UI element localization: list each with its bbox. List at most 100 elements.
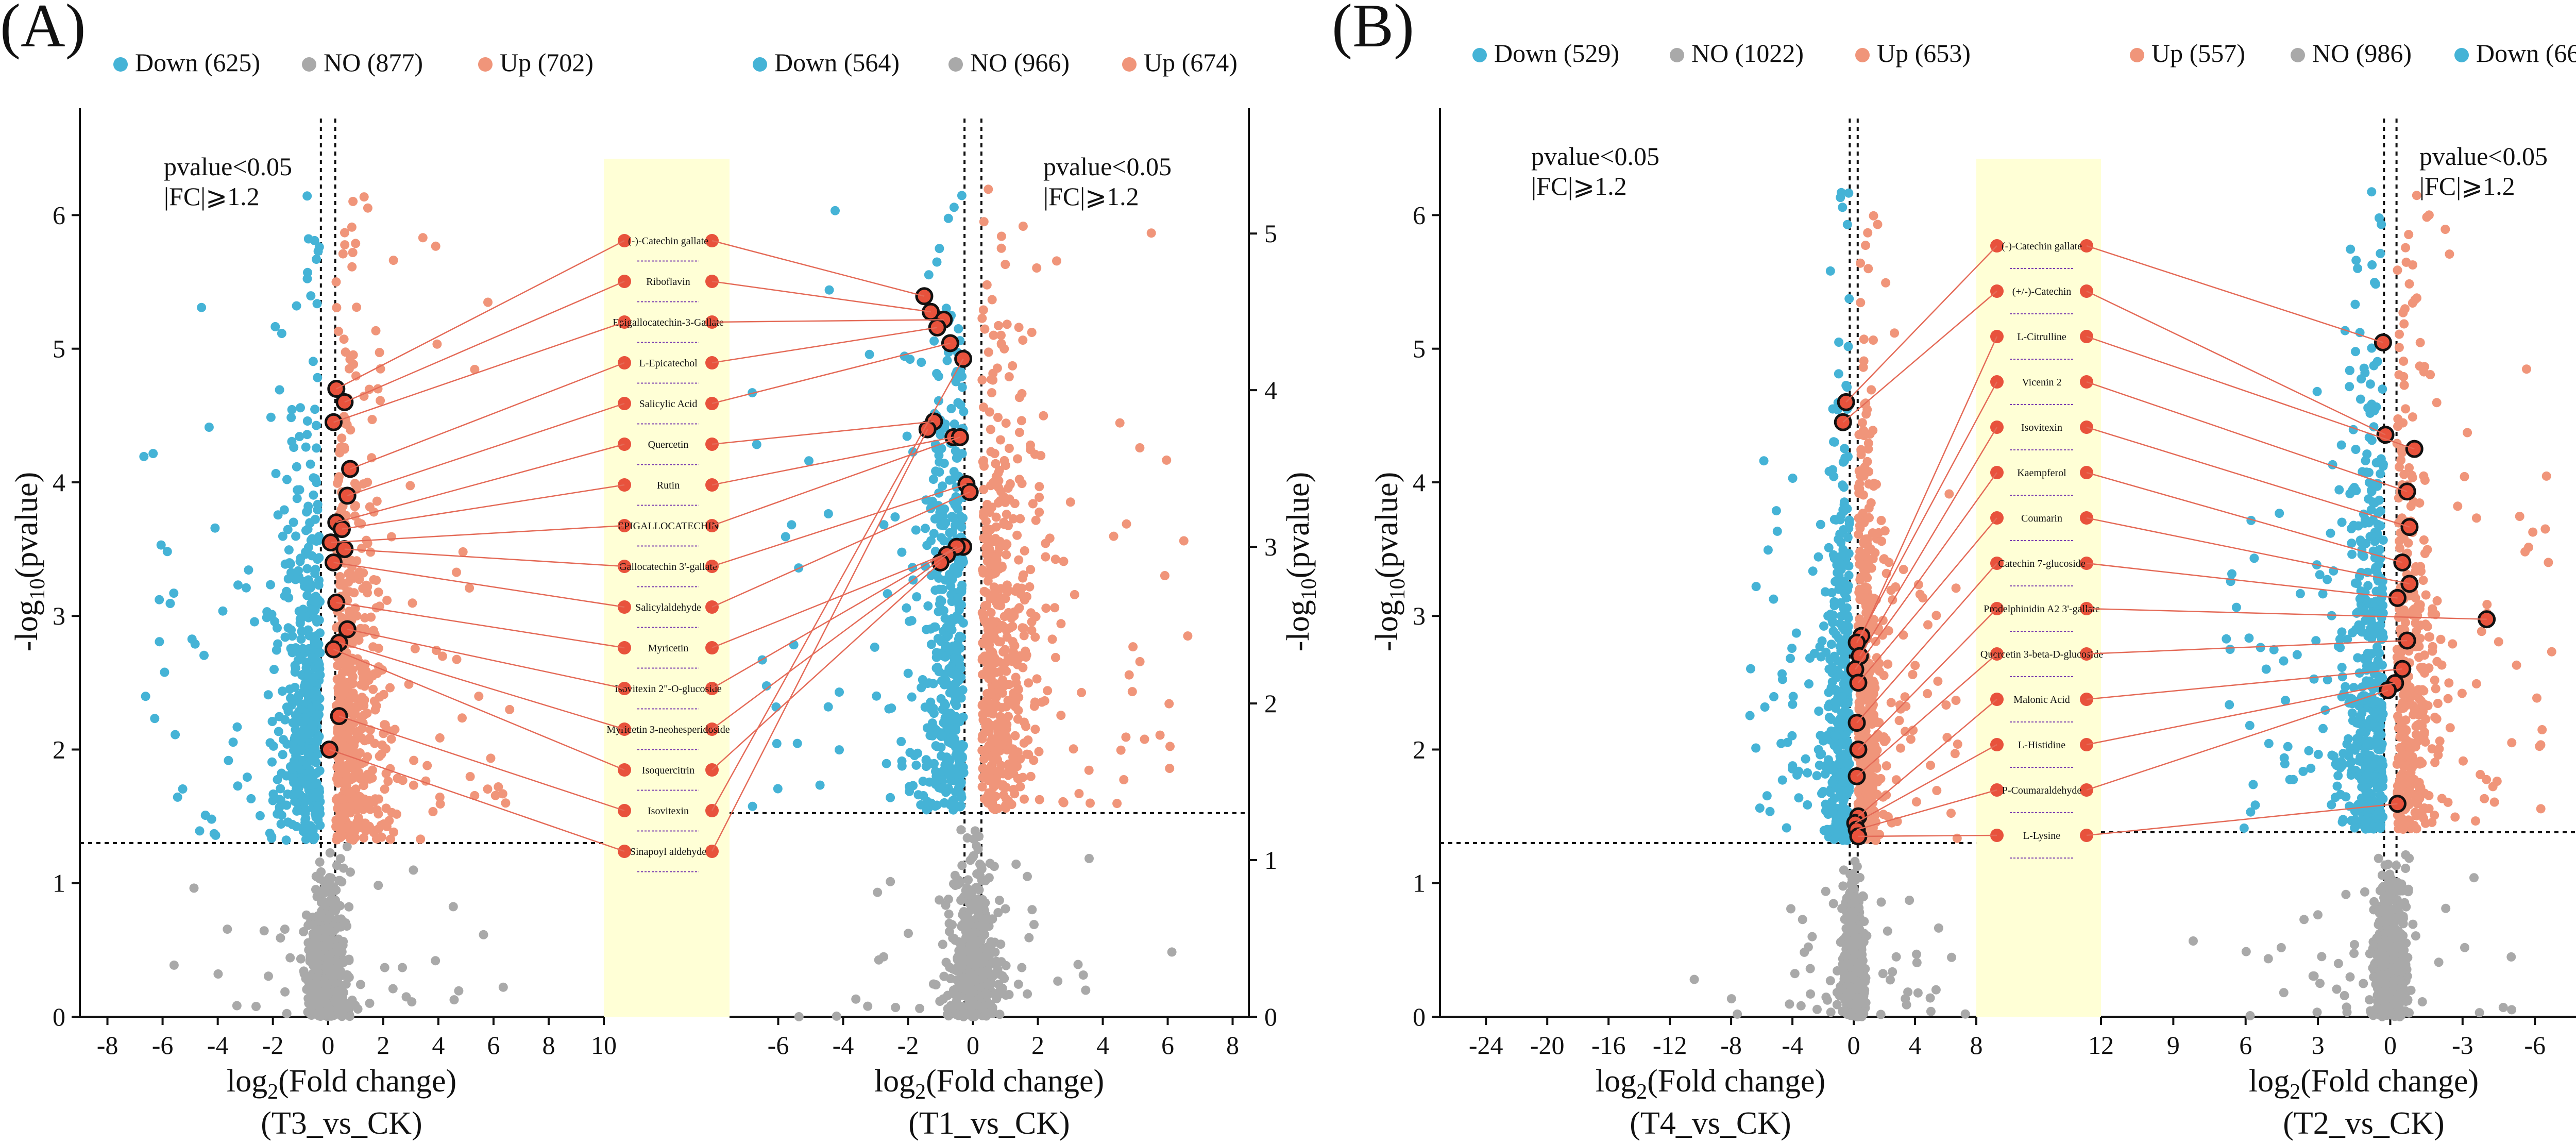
data-point-no [1846,982,1856,992]
data-point-no [988,971,997,981]
data-point-up [1056,711,1066,720]
legend: Down (564) NO (966) Up (674) [753,48,1238,77]
data-point-down [772,738,782,748]
data-point-down [272,645,281,655]
data-point-up [994,637,1004,647]
y-tick-label: 5 [1413,334,1426,363]
legend-marker-up [1855,48,1870,62]
data-point-down [280,715,290,725]
x-tick-label: 0 [2384,1031,2397,1060]
data-point-down [296,403,305,413]
data-point-up [486,753,496,763]
data-point-down [933,634,943,643]
data-point-no [851,994,861,1004]
data-point-up [360,613,370,623]
data-point-down [1751,582,1761,592]
data-point-down [902,603,911,613]
data-point-up [1864,693,1874,703]
data-point-no [976,936,986,946]
data-point-no [303,977,313,986]
data-point-up [483,297,493,307]
data-point-up [1056,619,1066,629]
data-point-down [959,407,969,416]
data-point-up [1944,489,1954,499]
data-point-down [951,742,960,752]
data-point-down [313,710,323,719]
data-point-down [1788,699,1798,709]
data-point-down [278,531,287,541]
data-point-down [927,502,937,512]
data-point-no [1796,1001,1806,1011]
data-point-up [337,794,347,804]
data-point-up [341,347,350,357]
data-point-up [361,580,371,590]
data-point-down [289,517,298,527]
data-point-up [494,782,503,792]
data-point-up [1027,328,1037,337]
legend-label: NO (986) [2312,39,2412,68]
data-point-up [1013,747,1023,757]
data-point-up [1018,222,1028,231]
x-tick-label: -6 [2524,1031,2546,1060]
data-point-up [1069,744,1078,754]
data-point-up [338,668,347,678]
data-point-up [1020,546,1029,556]
data-point-down [934,607,943,616]
data-point-no [337,990,347,999]
data-point-no [962,833,972,843]
data-point-up [988,537,998,547]
data-point-no [454,986,464,996]
data-point-no [332,861,342,870]
data-point-down [922,541,932,550]
data-point-down [1828,806,1838,816]
data-point-down [308,357,318,366]
data-point-up [1002,666,1011,676]
data-point-no [975,871,985,881]
data-point-no [169,960,179,970]
data-point-down [752,440,761,449]
x-tick-label: 6 [487,1031,500,1060]
data-point-no [448,902,458,912]
data-point-up [985,559,995,569]
data-point-no [320,993,330,1002]
data-point-no [344,972,354,982]
data-point-up [982,504,992,514]
data-point-up [465,583,474,593]
data-point-no [944,909,954,919]
data-point-down [284,545,294,555]
data-point-no [955,990,965,1000]
data-point-down [307,551,317,561]
data-point-up [1018,335,1028,345]
data-point-no [1905,896,1914,905]
data-point-up [1002,550,1011,560]
data-point-up [1127,687,1137,697]
data-point-down [1763,545,1773,555]
data-point-up [997,740,1007,750]
data-point-up [1863,556,1873,565]
data-point-up [1039,411,1048,421]
data-point-no [956,825,966,835]
data-point-down [890,512,900,522]
data-point-down [286,625,296,635]
y-tick-label: 4 [1413,468,1426,497]
connector-line [338,715,625,812]
data-point-no [1841,940,1851,950]
data-point-down [928,679,938,688]
data-point-down [865,349,874,359]
data-point-up [1165,764,1175,773]
data-point-no [2359,979,2368,988]
data-point-up [1870,741,1880,750]
data-point-down [312,255,321,264]
metabolite-name: Sinapoyl aldehyde [630,846,706,858]
data-point-no [2498,1003,2508,1012]
data-point-up [339,737,349,747]
data-point-down [228,737,238,747]
data-point-no [1841,932,1851,942]
data-point-no [997,983,1007,993]
data-point-down [926,759,936,769]
data-point-up [1015,782,1025,792]
data-point-down [903,668,913,678]
data-point-down [246,794,256,803]
data-point-down [1833,656,1843,666]
data-point-down [957,580,967,590]
